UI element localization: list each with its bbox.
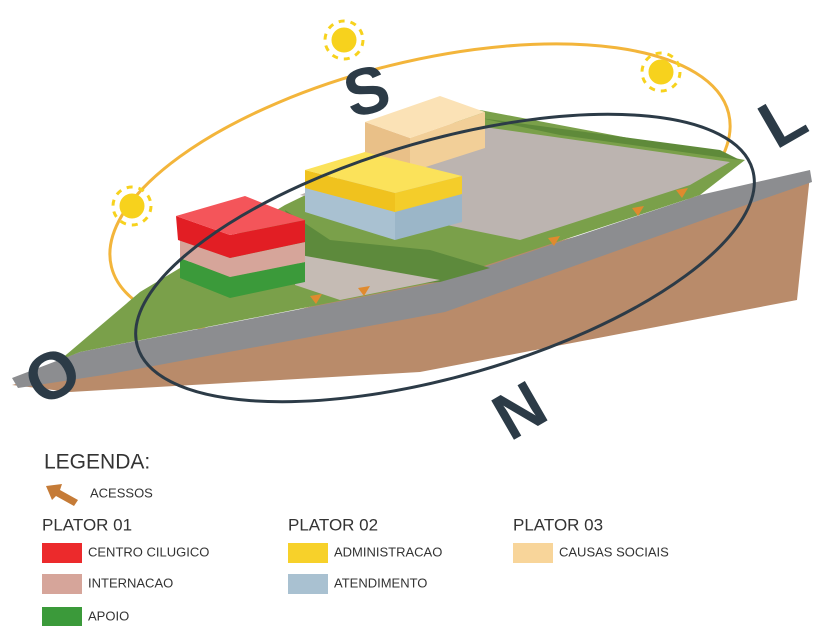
legend-label: ADMINISTRACAO xyxy=(334,544,442,559)
legend-swatch xyxy=(288,543,328,563)
legend-groups: PLATOR 01 CENTRO CILUGICO INTERNACAO APOIO P… xyxy=(42,515,669,626)
legend-swatch xyxy=(42,607,82,626)
legend-label: CAUSAS SOCIAIS xyxy=(559,544,669,559)
legend-swatch xyxy=(513,543,553,563)
legend-swatch xyxy=(288,574,328,594)
legend-label: CENTRO CILUGICO xyxy=(88,544,209,559)
compass-north: N xyxy=(480,366,558,454)
access-label: ACESSOS xyxy=(90,485,153,500)
legend-swatch xyxy=(42,574,82,594)
group-title: PLATOR 02 xyxy=(288,515,378,534)
group-title: PLATOR 01 xyxy=(42,515,132,534)
legend-title: LEGENDA: xyxy=(44,451,150,474)
legend-label: INTERNACAO xyxy=(88,575,173,590)
compass-south: S xyxy=(336,49,398,132)
compass-east: L xyxy=(746,78,815,162)
access-icon xyxy=(46,484,78,506)
group-title: PLATOR 03 xyxy=(513,515,603,534)
legend-swatch xyxy=(42,543,82,563)
legend-label: ATENDIMENTO xyxy=(334,575,427,590)
legend-label: APOIO xyxy=(88,608,129,623)
site-diagram: S L N O LEGENDA: ACESSOS PLATOR 01CENTRO… xyxy=(0,0,815,626)
